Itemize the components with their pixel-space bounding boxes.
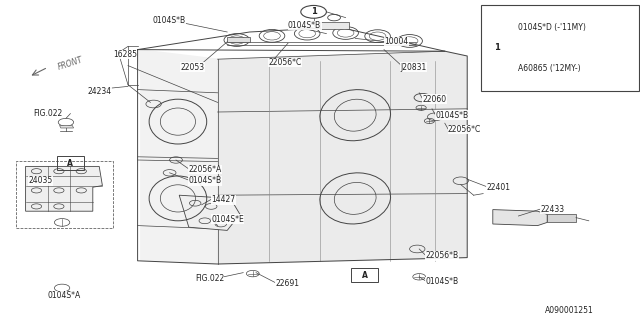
Polygon shape [179,195,240,230]
Text: 24035: 24035 [29,176,53,185]
Text: FIG.022: FIG.022 [33,109,63,118]
Text: FRONT: FRONT [56,56,84,72]
Polygon shape [138,50,218,264]
Text: 22056*B: 22056*B [426,252,459,260]
Text: 0104S*B: 0104S*B [288,21,321,30]
FancyBboxPatch shape [481,5,639,91]
Text: 22053: 22053 [180,63,205,72]
Text: 1: 1 [310,7,317,16]
Polygon shape [227,37,250,42]
Polygon shape [218,51,467,264]
Text: 22401: 22401 [486,183,511,192]
Text: 1: 1 [494,44,500,52]
Text: 0104S*B: 0104S*B [152,16,186,25]
Text: 22056*C: 22056*C [448,125,481,134]
Text: 22056*A: 22056*A [189,165,222,174]
Text: 22433: 22433 [541,205,565,214]
Polygon shape [60,125,74,128]
Text: J20831: J20831 [400,63,426,72]
Text: 14427: 14427 [211,196,236,204]
Text: 24234: 24234 [87,87,111,96]
Polygon shape [320,22,349,29]
Text: 0104S*B: 0104S*B [426,277,459,286]
Text: 22060: 22060 [422,95,447,104]
Text: A: A [362,271,368,280]
Polygon shape [493,210,547,226]
Text: 0104S*D (-'11MY): 0104S*D (-'11MY) [518,23,586,32]
Text: 0104S*B: 0104S*B [189,176,222,185]
Text: A090001251: A090001251 [545,306,594,315]
Text: 10004: 10004 [384,37,408,46]
Polygon shape [547,214,576,222]
Text: 16285: 16285 [113,50,137,59]
Text: 22691: 22691 [275,279,300,288]
Text: 22056*C: 22056*C [269,58,302,67]
Text: FIG.022: FIG.022 [195,274,224,283]
Text: 0104S*E: 0104S*E [211,215,244,224]
Polygon shape [26,166,102,211]
Text: A: A [67,159,74,168]
Text: A60865 ('12MY-): A60865 ('12MY-) [518,64,580,73]
Text: 0104S*B: 0104S*B [435,111,468,120]
Text: 0104S*A: 0104S*A [47,292,81,300]
